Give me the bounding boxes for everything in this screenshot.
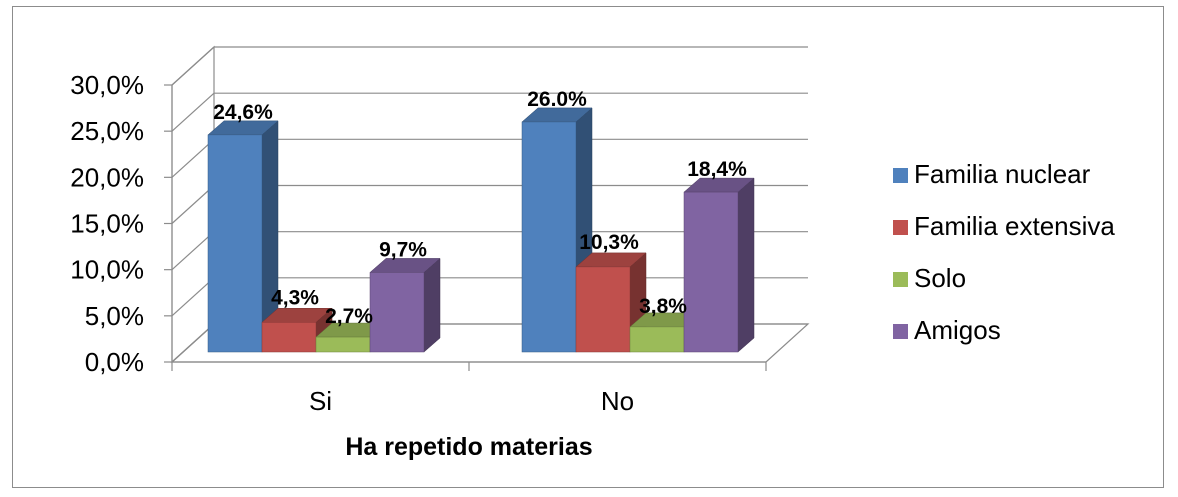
bar-side: [423, 257, 441, 353]
legend-swatch: [893, 272, 908, 287]
gridline-depth: [171, 185, 215, 224]
legend-label: Familia extensiva: [914, 211, 1115, 241]
y-tick-label: 25,0%: [70, 116, 144, 146]
data-label: 9,7%: [379, 238, 427, 261]
y-tick-label: 30,0%: [70, 70, 144, 100]
legend-label: Familia nuclear: [914, 159, 1091, 189]
gridline-depth: [171, 46, 215, 86]
bar: [207, 134, 263, 353]
bar: [629, 326, 685, 353]
x-category-label: Si: [309, 386, 332, 416]
bar: [315, 336, 371, 353]
legend-label: Solo: [914, 263, 966, 293]
y-tick-label: 10,0%: [70, 255, 144, 285]
y-tick-label: 0,0%: [85, 347, 144, 377]
data-label: 26.0%: [527, 88, 587, 111]
bar: [683, 191, 739, 353]
labels-layer: Si No 24,6% 4,3% 2,7% 9,7% 26.0% 10,3% 3,8% 18,4%: [213, 88, 747, 416]
bar: [369, 272, 425, 353]
legend: Familia nuclear Familia extensiva Solo Amig…: [893, 159, 1115, 345]
gridline-depth: [171, 231, 215, 271]
bar: [261, 322, 317, 353]
bars-layer: [207, 107, 755, 353]
data-label: 24,6%: [213, 101, 273, 124]
bar: [575, 266, 631, 353]
y-tick-label: 15,0%: [70, 209, 144, 239]
gridline-depth: [171, 138, 215, 178]
legend-swatch: [893, 168, 908, 183]
y-tick-label: 20,0%: [70, 162, 144, 192]
bar: [521, 121, 577, 353]
data-label: 4,3%: [271, 286, 319, 309]
gridline-depth: [171, 323, 215, 363]
legend-label: Amigos: [914, 315, 1001, 345]
data-label: 2,7%: [325, 305, 373, 328]
y-tick-label: 5,0%: [85, 301, 144, 331]
x-axis-title: Ha repetido materias: [345, 433, 592, 461]
grid-layer: 0,0% 5,0% 10,0% 15,0% 20,0% 25,0% 30,0%: [70, 45, 810, 377]
legend-swatch: [893, 220, 908, 235]
gridline-depth: [171, 277, 215, 317]
data-label: 3,8%: [639, 295, 687, 318]
gridline-depth: [171, 92, 215, 132]
legend-swatch: [893, 324, 908, 339]
data-label: 10,3%: [579, 231, 639, 254]
x-category-label: No: [601, 386, 634, 416]
data-label: 18,4%: [687, 158, 747, 181]
bar-side: [737, 177, 755, 353]
